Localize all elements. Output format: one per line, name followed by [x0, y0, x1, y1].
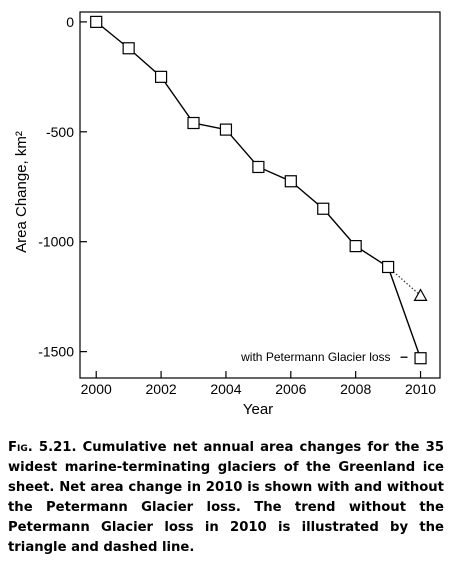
area-change-chart: 0 -500 -1000 -1500 2000 2002 2004 2006 2008 2010… — [13, 11, 441, 418]
y-tick-label-0: 0 — [66, 14, 74, 30]
series-1-point-6 — [284, 175, 297, 188]
figure-caption-text: Cumulative net annual area changes for t… — [8, 440, 444, 555]
series-1-point-7 — [317, 202, 330, 215]
y-tick-label-1: -500 — [46, 124, 74, 140]
x-tick-label-4: 2008 — [340, 381, 371, 397]
series-1-point-5 — [252, 160, 265, 174]
series-1-point-2 — [154, 70, 168, 83]
series-1-point-3 — [187, 116, 200, 130]
figure-caption-label: Fig. 5.21. — [8, 440, 77, 455]
x-tick-label-2: 2004 — [210, 381, 241, 397]
y-axis-ticks: 0 -500 -1000 -1500 — [38, 14, 87, 360]
series-1-point-8 — [349, 240, 362, 253]
x-axis-ticks: 2000 2002 2004 2006 2008 2010 — [81, 371, 436, 397]
series-layer — [90, 15, 428, 365]
x-tick-label-0: 2000 — [81, 381, 112, 397]
y-tick-label-3: -1500 — [38, 344, 74, 360]
series-1-point-1 — [122, 42, 135, 55]
annotation-label: with Petermann Glacier loss — [240, 350, 390, 364]
x-axis-label: Year — [243, 401, 273, 418]
y-tick-label-2: -1000 — [38, 234, 74, 250]
series-1-line — [95, 21, 422, 359]
x-tick-label-3: 2006 — [275, 381, 306, 397]
series-1-point-4 — [219, 123, 233, 136]
figure-caption: Fig. 5.21. Cumulative net annual area ch… — [8, 438, 444, 558]
series-2-point-0 — [413, 288, 428, 301]
series-1-point-9 — [382, 260, 395, 274]
series-1-point-0 — [90, 15, 103, 28]
x-tick-label-5: 2010 — [405, 381, 436, 397]
y-axis-label: Area Change, km² — [13, 131, 30, 253]
x-tick-label-1: 2002 — [146, 381, 177, 397]
series-1-point-10 — [414, 352, 427, 365]
annotation-layer: with Petermann Glacier loss — [240, 350, 408, 364]
plot-frame — [79, 11, 441, 379]
